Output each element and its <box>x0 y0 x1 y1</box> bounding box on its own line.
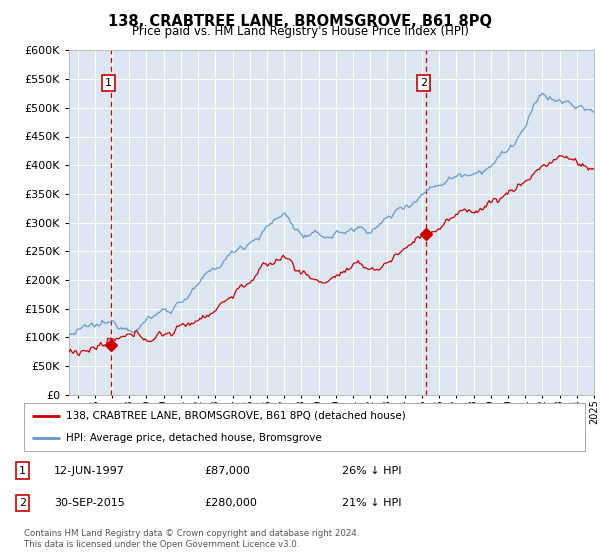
Text: 26% ↓ HPI: 26% ↓ HPI <box>342 465 401 475</box>
Text: 21% ↓ HPI: 21% ↓ HPI <box>342 498 401 508</box>
Text: HPI: Average price, detached house, Bromsgrove: HPI: Average price, detached house, Brom… <box>66 433 322 444</box>
Text: 30-SEP-2015: 30-SEP-2015 <box>54 498 125 508</box>
Text: 138, CRABTREE LANE, BROMSGROVE, B61 8PQ (detached house): 138, CRABTREE LANE, BROMSGROVE, B61 8PQ … <box>66 410 406 421</box>
Text: 1: 1 <box>105 78 112 88</box>
Text: £87,000: £87,000 <box>204 465 250 475</box>
Text: 1: 1 <box>19 465 26 475</box>
Text: £280,000: £280,000 <box>204 498 257 508</box>
Text: 12-JUN-1997: 12-JUN-1997 <box>54 465 125 475</box>
Text: Price paid vs. HM Land Registry's House Price Index (HPI): Price paid vs. HM Land Registry's House … <box>131 25 469 38</box>
Text: 138, CRABTREE LANE, BROMSGROVE, B61 8PQ: 138, CRABTREE LANE, BROMSGROVE, B61 8PQ <box>108 14 492 29</box>
Text: 2: 2 <box>420 78 427 88</box>
Text: Contains HM Land Registry data © Crown copyright and database right 2024.
This d: Contains HM Land Registry data © Crown c… <box>24 529 359 549</box>
Text: 2: 2 <box>19 498 26 508</box>
